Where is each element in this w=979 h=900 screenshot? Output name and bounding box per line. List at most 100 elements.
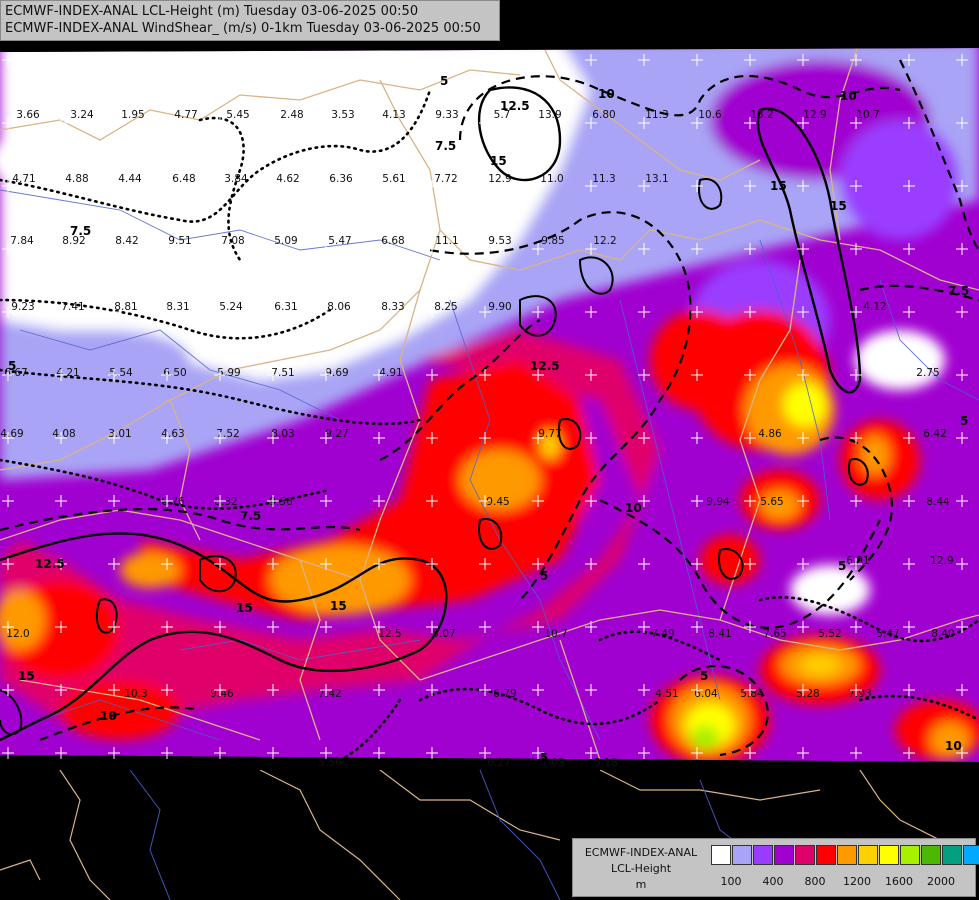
- grid-cross: [2, 117, 14, 129]
- grid-cross: [55, 621, 67, 633]
- contour-label: 15: [18, 669, 35, 683]
- station-value: 11.3: [645, 109, 668, 121]
- grid-cross: [214, 558, 226, 570]
- grid-cross: [2, 243, 14, 255]
- grid-cross: [373, 432, 385, 444]
- contour-label: 5: [700, 669, 708, 683]
- station-value: 5.09: [274, 235, 297, 247]
- grid-cross: [426, 621, 438, 633]
- grid-cross: [267, 432, 279, 444]
- station-value: 12.9: [930, 555, 953, 567]
- grid-cross: [956, 369, 968, 381]
- grid-cross: [108, 621, 120, 633]
- legend-tick: 1200: [843, 875, 871, 888]
- grid-cross: [426, 747, 438, 759]
- grid-cross: [956, 306, 968, 318]
- grid-cross: [744, 495, 756, 507]
- station-value: 4.08: [52, 428, 75, 440]
- station-value: 4.77: [174, 109, 197, 121]
- contour-label: 15: [490, 154, 507, 168]
- grid-cross: [214, 747, 226, 759]
- grid-cross: [267, 306, 279, 318]
- grid-cross: [479, 243, 491, 255]
- grid-cross: [161, 684, 173, 696]
- rivers: [0, 189, 979, 741]
- grid-cross: [373, 180, 385, 192]
- grid-cross: [426, 432, 438, 444]
- grid-cross: [691, 306, 703, 318]
- station-value: 9.46: [210, 688, 234, 700]
- station-value: 4.12: [863, 301, 886, 313]
- station-value: 6.27: [487, 757, 510, 769]
- station-value: 9.69: [325, 367, 348, 379]
- station-value: 11.1: [435, 235, 458, 247]
- station-value: 5.84: [740, 688, 764, 700]
- grid-cross: [161, 621, 173, 633]
- grid-cross: [532, 432, 544, 444]
- contour-label: 12.5: [530, 359, 560, 373]
- grid-cross: [691, 369, 703, 381]
- station-value: 8.06: [327, 301, 351, 313]
- grid-cross: [320, 621, 332, 633]
- grid-cross: [267, 243, 279, 255]
- station-value: 5.7: [494, 109, 511, 121]
- station-value: 9.53: [488, 235, 511, 247]
- station-value: 3.84: [224, 173, 248, 185]
- grid-cross: [532, 180, 544, 192]
- contour-label: 7.5: [948, 284, 969, 298]
- grid-cross: [426, 180, 438, 192]
- contour-label: 5: [838, 559, 846, 573]
- station-value: 10.3: [124, 688, 147, 700]
- station-value: 9.77: [538, 428, 561, 440]
- grid-cross: [479, 180, 491, 192]
- grid-cross: [426, 684, 438, 696]
- grid-cross: [797, 432, 809, 444]
- grid-cross: [2, 180, 14, 192]
- station-value: 2.75: [916, 367, 939, 379]
- grid-cross: [426, 54, 438, 66]
- grid-cross: [691, 684, 703, 696]
- grid-cross: [638, 747, 650, 759]
- grid-cross: [956, 495, 968, 507]
- grid-cross: [373, 117, 385, 129]
- station-value: 12.2: [593, 235, 616, 247]
- station-value: 8.44: [926, 496, 950, 508]
- grid-cross: [903, 243, 915, 255]
- grid-cross: [161, 432, 173, 444]
- station-value: 8.42: [115, 235, 138, 247]
- grid-cross: [850, 432, 862, 444]
- grid-cross: [267, 180, 279, 192]
- station-value: 12.5: [378, 628, 401, 640]
- grid-cross: [161, 306, 173, 318]
- station-value: 7.49: [651, 628, 674, 640]
- grid-cross: [267, 369, 279, 381]
- grid-cross: [108, 369, 120, 381]
- grid-cross: [691, 495, 703, 507]
- station-value: 1.95: [121, 109, 144, 121]
- station-value: 5.61: [382, 173, 405, 185]
- grid-cross: [532, 747, 544, 759]
- grid-cross: [850, 54, 862, 66]
- grid-cross: [850, 747, 862, 759]
- grid-cross: [2, 54, 14, 66]
- grid-cross: [532, 369, 544, 381]
- station-value: 5.52: [818, 628, 841, 640]
- country-borders: [0, 48, 979, 761]
- grid-cross: [479, 117, 491, 129]
- station-value: 6.48: [172, 173, 195, 185]
- grid-cross: [744, 117, 756, 129]
- grid-cross: [956, 621, 968, 633]
- station-value: 4.86: [758, 428, 782, 440]
- station-value: 6.04: [694, 688, 718, 700]
- contour-label: 10: [625, 501, 642, 515]
- grid-cross: [479, 432, 491, 444]
- grid-cross: [2, 621, 14, 633]
- grid-cross: [585, 306, 597, 318]
- grid-cross: [479, 495, 491, 507]
- station-value: 8.92: [62, 235, 85, 247]
- grid-cross: [479, 306, 491, 318]
- legend-swatch: [753, 845, 773, 865]
- grid-cross: [108, 432, 120, 444]
- contour-label: 12.5: [500, 99, 530, 113]
